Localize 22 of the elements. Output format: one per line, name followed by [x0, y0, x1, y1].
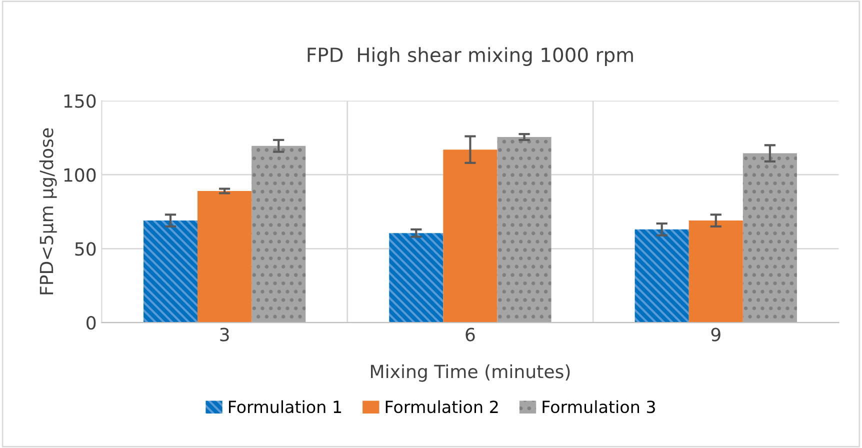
x-tick-label: 9	[711, 328, 720, 342]
bar	[443, 150, 498, 323]
chart-title: FPD High shear mixing 1000 rpm	[308, 47, 633, 66]
x-tick-label: 3	[220, 328, 229, 342]
bar	[497, 137, 552, 323]
bar	[198, 190, 252, 323]
legend-label: Formulation 2	[386, 400, 498, 414]
y-tick-label: 150	[64, 94, 96, 108]
bar	[143, 220, 198, 323]
bar	[742, 153, 797, 323]
x-axis-title: Mixing Time (minutes)	[370, 364, 570, 382]
bar	[688, 220, 743, 323]
legend-label: Formulation 1	[228, 400, 342, 414]
bar	[252, 146, 306, 323]
x-tick-label: 6	[466, 328, 475, 342]
bar	[634, 229, 689, 323]
y-axis-title: FPD<5µm µg/dose	[39, 128, 57, 294]
y-tick-label: 50	[75, 242, 96, 256]
bar	[389, 233, 444, 323]
legend-label: Formulation 3	[542, 400, 655, 414]
y-tick-label: 100	[64, 168, 96, 182]
y-tick-label: 0	[86, 316, 96, 330]
